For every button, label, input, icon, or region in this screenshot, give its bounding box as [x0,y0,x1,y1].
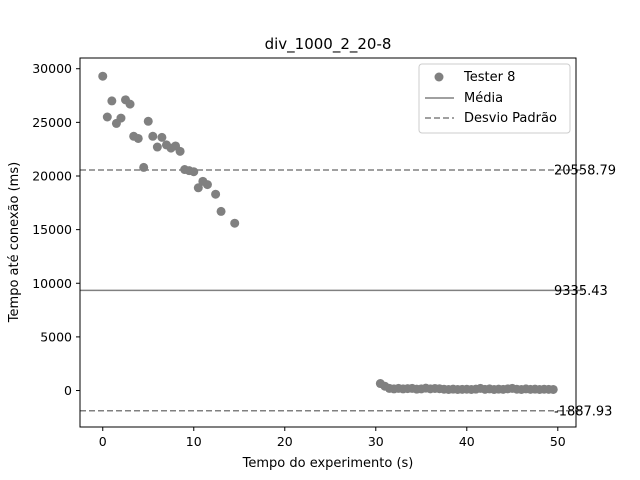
y-tick-label: 5000 [40,329,72,344]
x-tick-label: 50 [550,434,566,449]
data-point [175,146,185,156]
data-point [102,112,112,122]
x-tick-label: 40 [459,434,475,449]
legend-label-stddev: Desvio Padrão [464,111,557,126]
data-points [98,71,558,394]
y-tick-label: 25000 [32,115,72,130]
plot-frame [79,57,577,428]
data-point [148,131,158,141]
legend-marker-tester [434,72,444,82]
data-point [548,384,558,394]
x-tick-label: 20 [277,434,293,449]
reference-lines [80,169,583,412]
data-point [133,133,143,143]
y-tick-label: 20000 [32,168,72,183]
y-axis-label: Tempo até conexão (ms) [7,162,22,323]
chart-title: div_1000_2_20-8 [265,35,392,54]
x-tick-label: 10 [186,434,202,449]
data-point [125,99,135,109]
y-tick-label: 30000 [32,61,72,76]
x-tick-label: 0 [99,434,107,449]
data-point [193,183,203,193]
y-axis-ticks: 0 5000 10000 15000 20000 25000 30000 [32,61,80,398]
data-point [143,116,153,126]
legend: Tester 8 Média Desvio Padrão [418,63,571,134]
reference-line-label-1: 9335.43 [554,284,608,299]
reference-line-label-2: -1887.93 [554,404,612,419]
x-axis-label: Tempo do experimento (s) [242,456,414,471]
x-tick-label: 30 [368,434,384,449]
data-point [152,142,162,152]
reference-line-labels: 20558.79 9335.43 -1887.93 [554,164,616,420]
reference-line-label-0: 20558.79 [554,164,616,179]
data-point [216,206,226,216]
data-point [211,189,221,199]
y-tick-label: 10000 [32,276,72,291]
x-axis-ticks: 0 10 20 30 40 50 [99,427,566,449]
data-point [189,167,199,177]
legend-box [418,63,571,134]
data-point [230,218,240,228]
legend-label-mean: Média [464,91,503,106]
data-point [139,162,149,172]
data-point [116,113,126,123]
y-tick-label: 15000 [32,222,72,237]
data-point [202,180,212,190]
y-tick-label: 0 [64,383,72,398]
legend-label-tester: Tester 8 [463,70,515,85]
data-point [157,132,167,142]
data-point [98,71,108,81]
data-point [107,96,117,106]
